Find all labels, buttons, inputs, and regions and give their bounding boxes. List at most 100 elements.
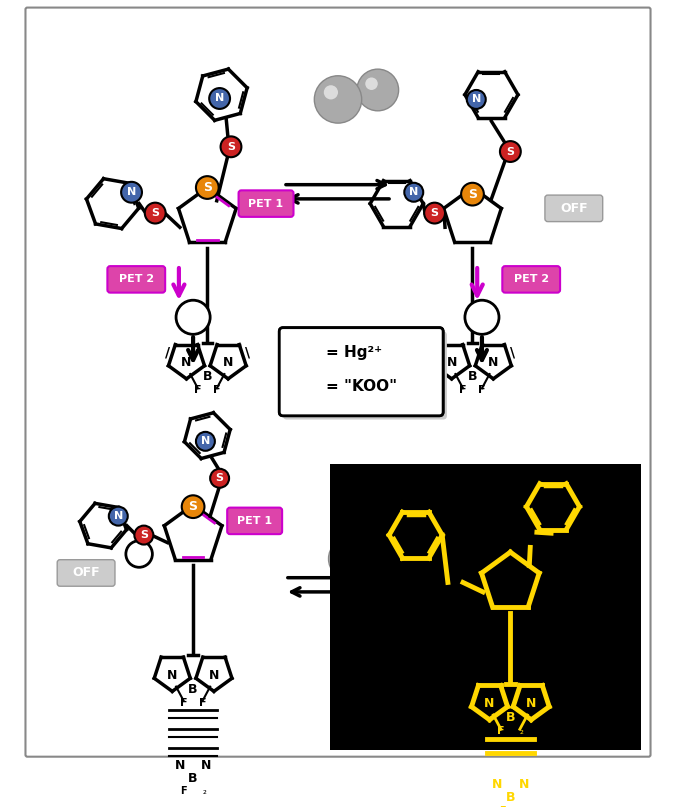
Text: F: F <box>199 698 206 708</box>
Circle shape <box>499 547 522 570</box>
Text: F: F <box>497 726 505 736</box>
FancyBboxPatch shape <box>227 508 282 534</box>
Text: S: S <box>431 208 439 218</box>
Text: F: F <box>213 385 220 395</box>
Text: N: N <box>215 94 224 103</box>
Text: PET 1: PET 1 <box>237 516 272 526</box>
Text: N: N <box>127 187 136 197</box>
Text: S: S <box>468 188 477 201</box>
FancyBboxPatch shape <box>26 7 650 757</box>
Circle shape <box>461 486 503 528</box>
Text: F: F <box>500 805 506 807</box>
Text: \: \ <box>245 345 249 359</box>
Text: B: B <box>189 772 198 785</box>
Circle shape <box>314 76 362 123</box>
FancyBboxPatch shape <box>107 266 165 293</box>
Text: B: B <box>506 711 515 725</box>
Text: ₂: ₂ <box>520 805 524 807</box>
Circle shape <box>431 593 458 619</box>
Text: F: F <box>194 385 201 395</box>
FancyBboxPatch shape <box>502 266 560 293</box>
Text: S: S <box>216 473 224 483</box>
Circle shape <box>121 182 142 203</box>
Text: /: / <box>165 345 170 359</box>
Circle shape <box>525 530 544 550</box>
Circle shape <box>289 337 319 367</box>
Text: S: S <box>227 142 235 152</box>
Text: = "KOO": = "KOO" <box>326 379 397 394</box>
Circle shape <box>135 525 153 545</box>
Text: OFF: OFF <box>560 202 587 215</box>
Text: N: N <box>209 669 219 682</box>
Text: = Hg²⁺: = Hg²⁺ <box>326 345 382 360</box>
Circle shape <box>145 203 166 224</box>
Circle shape <box>176 300 210 334</box>
Text: N: N <box>446 356 457 370</box>
Text: S: S <box>151 208 160 218</box>
Circle shape <box>500 516 510 525</box>
Circle shape <box>461 182 484 206</box>
Text: OFF: OFF <box>72 567 100 579</box>
Circle shape <box>446 573 465 592</box>
Circle shape <box>404 182 423 202</box>
Text: N: N <box>167 669 178 682</box>
Text: N: N <box>526 697 536 710</box>
Text: N: N <box>518 778 529 791</box>
Circle shape <box>465 300 499 334</box>
Text: B: B <box>506 791 515 804</box>
Text: B: B <box>468 370 477 383</box>
Circle shape <box>220 136 241 157</box>
Circle shape <box>329 538 370 579</box>
Text: B: B <box>189 683 198 696</box>
Text: F: F <box>180 698 187 708</box>
Circle shape <box>421 516 440 535</box>
Text: S: S <box>140 530 148 540</box>
Circle shape <box>357 69 399 111</box>
Text: S: S <box>203 181 212 194</box>
Text: N: N <box>223 356 233 370</box>
Text: N: N <box>488 356 498 370</box>
Circle shape <box>500 141 521 162</box>
Circle shape <box>530 502 549 521</box>
Circle shape <box>109 507 128 525</box>
Text: N: N <box>201 759 212 771</box>
Text: N: N <box>409 187 418 197</box>
Text: N: N <box>174 759 185 771</box>
Text: /: / <box>430 345 435 359</box>
FancyBboxPatch shape <box>279 328 443 416</box>
Text: N: N <box>492 778 502 791</box>
Circle shape <box>210 469 229 487</box>
Text: S: S <box>506 552 515 565</box>
FancyBboxPatch shape <box>283 332 447 420</box>
Text: PET 2: PET 2 <box>514 274 549 284</box>
FancyBboxPatch shape <box>545 195 603 222</box>
Circle shape <box>469 494 482 507</box>
Text: S: S <box>189 500 197 513</box>
Text: OFF: OFF <box>573 590 600 603</box>
Text: N: N <box>426 521 435 531</box>
Text: F: F <box>180 786 187 796</box>
Text: PET 2: PET 2 <box>119 274 154 284</box>
Circle shape <box>424 203 445 224</box>
Text: N: N <box>484 697 495 710</box>
Bar <box>331 464 641 750</box>
Text: S: S <box>506 147 514 157</box>
Text: N: N <box>114 511 123 521</box>
Text: B: B <box>203 370 212 383</box>
FancyBboxPatch shape <box>239 190 293 217</box>
Circle shape <box>324 86 338 99</box>
FancyBboxPatch shape <box>557 583 615 610</box>
Text: N: N <box>181 356 192 370</box>
Text: F: F <box>478 385 485 395</box>
FancyBboxPatch shape <box>57 560 115 586</box>
Circle shape <box>291 373 317 399</box>
Circle shape <box>196 432 215 451</box>
Circle shape <box>337 546 349 558</box>
Circle shape <box>365 77 378 90</box>
Circle shape <box>493 508 527 542</box>
Circle shape <box>209 88 230 109</box>
FancyBboxPatch shape <box>375 623 433 650</box>
Text: F: F <box>459 385 466 395</box>
Circle shape <box>182 495 204 518</box>
Text: N: N <box>535 507 544 516</box>
